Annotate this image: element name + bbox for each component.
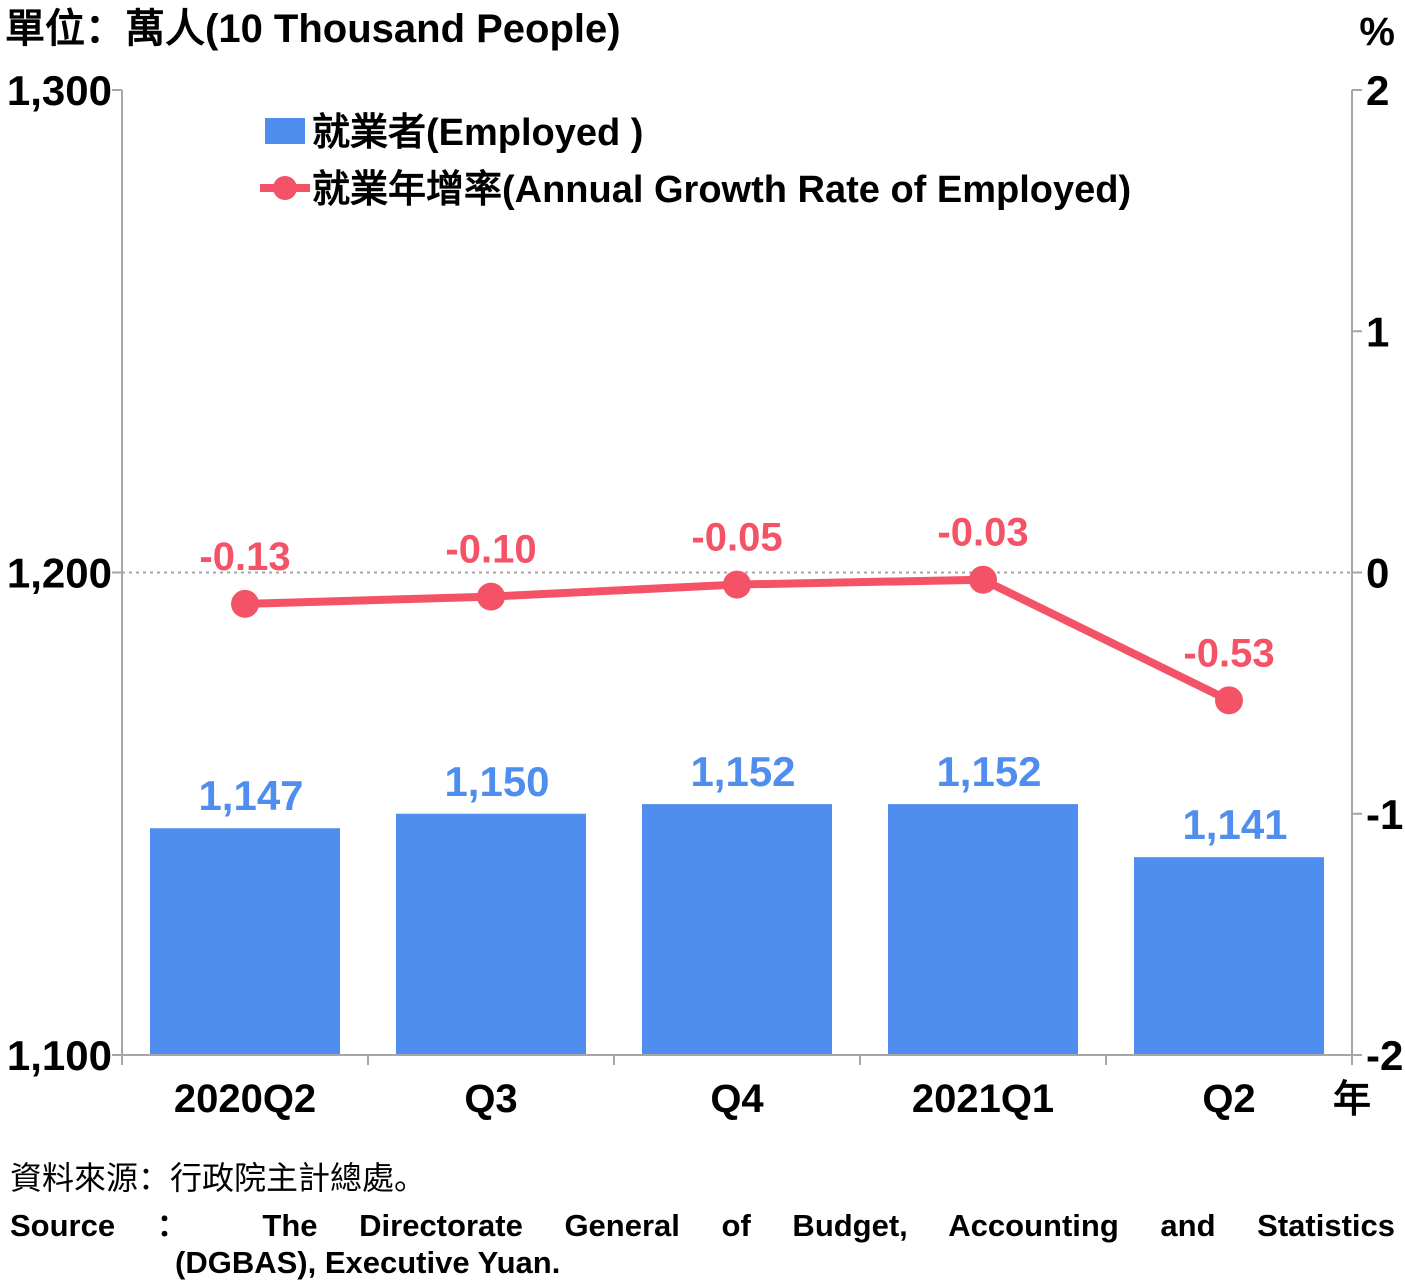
x-axis-suffix: 年 [1333, 1079, 1371, 1121]
source-en-line1: Source ： The Directorate General of Budg… [10, 1208, 1395, 1243]
legend-bar-label: 就業者(Employed ) [312, 112, 643, 154]
source-zh: 資料來源：行政院主計總處。 [10, 1160, 427, 1196]
growth-value-label: -0.13 [199, 535, 290, 579]
growth-line-series [231, 565, 1243, 715]
growth-point-q3 [477, 582, 505, 611]
y-right-tick-label: -2 [1366, 1032, 1403, 1079]
source-en-line2: (DGBAS), Executive Yuan. [175, 1245, 561, 1280]
y-left-tick-label: 1,100 [7, 1032, 112, 1079]
growth-value-label: -0.05 [691, 516, 782, 560]
growth-point-2021q1 [969, 565, 997, 594]
x-tick-label: 2020Q2 [174, 1077, 316, 1121]
bar-q2 [1134, 857, 1324, 1055]
x-tick-label: 2021Q1 [912, 1077, 1054, 1121]
y-right-tick-label: 1 [1366, 308, 1389, 355]
bar-value-label: 1,141 [1182, 801, 1287, 848]
x-tick-label: Q3 [464, 1077, 517, 1121]
right-unit-label: % [1359, 10, 1395, 54]
y-left-tick-label: 1,200 [7, 550, 112, 597]
legend-line-label: 就業年增率(Annual Growth Rate of Employed) [312, 169, 1131, 211]
legend: 就業者(Employed ) 就業年增率(Annual Growth Rate o… [260, 112, 1131, 211]
bar-q4 [642, 804, 832, 1055]
bar-series [150, 804, 1324, 1055]
legend-bar-swatch [265, 118, 305, 144]
bar-2021q1 [888, 804, 1078, 1055]
data-labels: 1,147 1,150 1,152 1,152 1,141 -0.13 -0.10 -0.05… [198, 511, 1287, 848]
y-right-tick-label: 0 [1366, 550, 1389, 597]
bar-value-label: 1,152 [936, 748, 1041, 795]
legend-line-marker [273, 176, 297, 200]
left-unit-label: 單位：萬人(10 Thousand People) [5, 7, 621, 51]
growth-value-label: -0.10 [445, 528, 536, 572]
y-right-tick-label: -1 [1366, 791, 1403, 838]
x-tick-label: Q4 [710, 1077, 764, 1121]
y-left-tick-label: 1,300 [7, 67, 112, 114]
growth-point-2020q2 [231, 589, 259, 618]
growth-point-q4 [723, 570, 751, 599]
employment-chart: 單位：萬人(10 Thousand People) % 1,1001,2001,… [5, 7, 1403, 1121]
growth-point-q2 [1215, 686, 1243, 715]
bar-q3 [396, 813, 586, 1055]
x-tick-label: Q2 [1202, 1077, 1255, 1121]
growth-value-label: -0.03 [937, 511, 1028, 555]
growth-value-label: -0.53 [1183, 631, 1274, 675]
bar-value-label: 1,150 [444, 758, 549, 805]
axes: 1,100 1,200 1,300 -2 -1 0 1 2 2020Q2 Q3 Q4 2021Q1 Q2 [7, 67, 1403, 1121]
bar-value-label: 1,147 [198, 772, 303, 819]
bar-value-label: 1,152 [690, 748, 795, 795]
bar-2020q2 [150, 828, 340, 1055]
y-right-tick-label: 2 [1366, 67, 1389, 114]
